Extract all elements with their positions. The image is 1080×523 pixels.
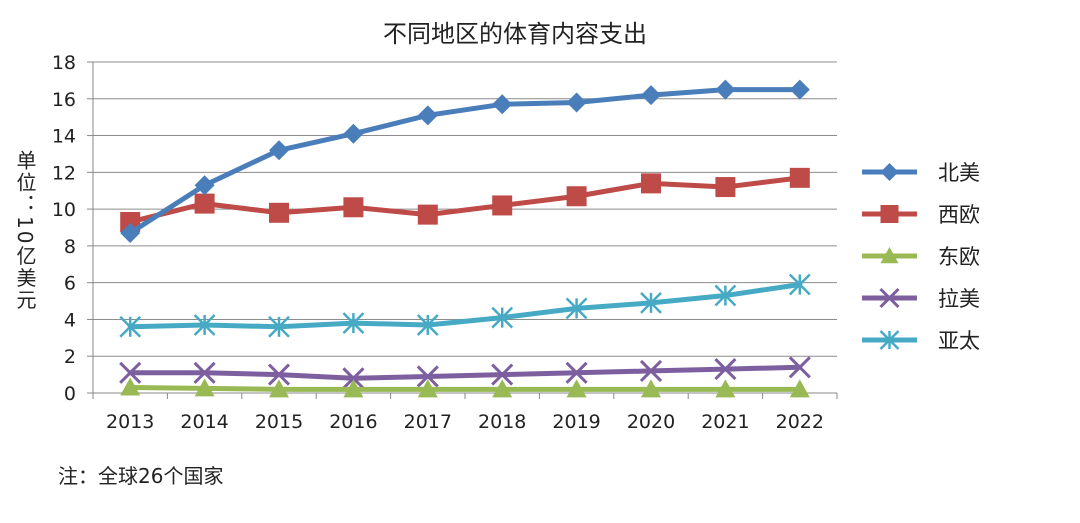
y-tick-label-16: 16 bbox=[52, 89, 76, 111]
x-tick-label-2014: 2014 bbox=[180, 411, 228, 433]
point-拉美-2015 bbox=[267, 363, 291, 386]
point-亚太-2021 bbox=[714, 284, 737, 307]
y-axis-label: 单位：10亿美元 bbox=[8, 150, 42, 311]
point-拉美-2020 bbox=[639, 359, 663, 382]
point-拉美-2022 bbox=[788, 356, 811, 379]
point-亚太-2013 bbox=[119, 315, 142, 338]
point-拉美-2017 bbox=[416, 365, 439, 388]
series-line-北美 bbox=[127, 87, 803, 236]
point-东欧-2013 bbox=[120, 377, 141, 396]
legend-item-拉美: 拉美 bbox=[862, 287, 980, 311]
series-line-亚太 bbox=[127, 282, 803, 330]
x-tick-label-2013: 2013 bbox=[106, 411, 154, 433]
point-东欧-2016 bbox=[343, 379, 364, 398]
point-北美-2022 bbox=[789, 79, 810, 100]
legend-marker-拉美 bbox=[879, 287, 900, 309]
x-axis-ticks: 2013 2014 2015 2016 2017 2018 2019 2020 2021 2022 bbox=[92, 393, 838, 433]
point-北美-2021 bbox=[715, 79, 736, 100]
point-北美-2020 bbox=[641, 85, 661, 106]
y-tick-label-18: 18 bbox=[52, 52, 76, 74]
x-tick-label-2022: 2022 bbox=[776, 411, 824, 433]
point-亚太-2014 bbox=[193, 314, 216, 336]
point-西欧-2015 bbox=[269, 202, 289, 223]
legend-item-亚太: 亚太 bbox=[862, 329, 980, 353]
point-东欧-2017 bbox=[417, 379, 438, 398]
point-东欧-2022 bbox=[789, 379, 810, 398]
point-东欧-2014 bbox=[194, 378, 215, 397]
point-亚太-2015 bbox=[268, 315, 290, 338]
point-西欧-2021 bbox=[715, 177, 736, 198]
legend-label-亚太: 亚太 bbox=[938, 329, 980, 353]
point-西欧-2019 bbox=[566, 186, 587, 207]
point-北美-2013 bbox=[120, 223, 141, 244]
legend-item-东欧: 东欧 bbox=[862, 245, 980, 269]
point-西欧-2020 bbox=[641, 173, 661, 194]
legend-marker-亚太 bbox=[879, 330, 900, 350]
point-拉美-2014 bbox=[193, 361, 216, 384]
y-axis-label-text: 单位：10亿美元 bbox=[13, 150, 37, 312]
point-亚太-2018 bbox=[491, 306, 514, 329]
point-拉美-2013 bbox=[119, 361, 142, 384]
y-tick-label-14: 14 bbox=[52, 126, 76, 148]
legend-label-北美: 北美 bbox=[938, 161, 980, 185]
point-东欧-2020 bbox=[641, 379, 661, 398]
point-拉美-2019 bbox=[565, 361, 588, 384]
x-tick-label-2021: 2021 bbox=[701, 411, 749, 433]
point-亚太-2016 bbox=[342, 312, 365, 335]
point-西欧-2022 bbox=[789, 167, 810, 188]
point-拉美-2016 bbox=[342, 367, 365, 390]
legend-marker-东欧 bbox=[880, 247, 899, 264]
point-西欧-2018 bbox=[492, 195, 513, 216]
point-北美-2017 bbox=[417, 105, 438, 126]
point-亚太-2019 bbox=[565, 297, 588, 320]
legend-item-北美: 北美 bbox=[862, 161, 980, 185]
point-北美-2015 bbox=[269, 140, 289, 161]
chart-title: 不同地区的体育内容支出 bbox=[383, 20, 647, 48]
point-西欧-2017 bbox=[417, 204, 438, 225]
point-北美-2014 bbox=[194, 175, 215, 196]
legend-label-东欧: 东欧 bbox=[938, 245, 980, 269]
series-group bbox=[119, 79, 811, 398]
point-东欧-2018 bbox=[492, 379, 513, 398]
legend-label-西欧: 西欧 bbox=[938, 203, 980, 227]
x-tick-label-2017: 2017 bbox=[404, 411, 452, 433]
y-tick-label-12: 12 bbox=[52, 162, 76, 184]
point-亚太-2017 bbox=[416, 314, 439, 336]
point-拉美-2021 bbox=[714, 358, 737, 381]
y-tick-label-4: 4 bbox=[64, 309, 76, 331]
legend-item-西欧: 西欧 bbox=[862, 203, 980, 227]
x-tick-label-2016: 2016 bbox=[329, 411, 377, 433]
point-北美-2016 bbox=[343, 123, 364, 144]
series-line-拉美 bbox=[127, 364, 803, 381]
y-tick-label-8: 8 bbox=[64, 236, 76, 258]
x-tick-label-2015: 2015 bbox=[255, 411, 303, 433]
x-tick-label-2019: 2019 bbox=[552, 411, 600, 433]
point-东欧-2021 bbox=[715, 379, 736, 398]
series-line-东欧 bbox=[127, 384, 803, 392]
legend-marker-西欧 bbox=[880, 205, 899, 223]
point-东欧-2019 bbox=[566, 379, 587, 398]
footnote: 注：全球26个国家 bbox=[58, 464, 224, 488]
series-line-西欧 bbox=[127, 175, 803, 225]
y-tick-label-6: 6 bbox=[64, 273, 76, 295]
legend-marker-北美 bbox=[880, 163, 899, 181]
point-北美-2019 bbox=[566, 92, 587, 113]
x-tick-label-2020: 2020 bbox=[627, 411, 675, 433]
legend-label-拉美: 拉美 bbox=[938, 287, 980, 311]
point-西欧-2014 bbox=[194, 193, 215, 214]
point-北美-2018 bbox=[492, 94, 513, 115]
point-亚太-2020 bbox=[640, 292, 662, 314]
point-亚太-2022 bbox=[788, 273, 811, 296]
y-tick-label-2: 2 bbox=[64, 346, 76, 368]
point-西欧-2016 bbox=[343, 197, 364, 218]
y-tick-label-10: 10 bbox=[52, 199, 76, 221]
y-tick-label-0: 0 bbox=[64, 383, 76, 405]
x-tick-label-2018: 2018 bbox=[478, 411, 526, 433]
y-axis-ticks: 0 2 4 6 8 10 12 14 16 18 bbox=[52, 52, 93, 405]
point-拉美-2018 bbox=[491, 363, 514, 386]
point-东欧-2015 bbox=[269, 379, 289, 398]
